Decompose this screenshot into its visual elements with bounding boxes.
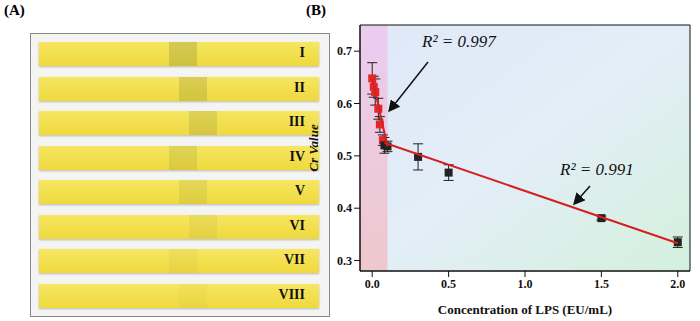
html-text:(B): (B) bbox=[306, 2, 326, 18]
svg-text:1.0: 1.0 bbox=[518, 277, 533, 291]
svg-text:0.5: 0.5 bbox=[441, 277, 456, 291]
svg-text:0.5: 0.5 bbox=[337, 149, 352, 163]
html-text:(A): (A) bbox=[4, 2, 25, 18]
html-text:R² = 0.997: R² = 0.997 bbox=[422, 32, 496, 51]
html-text:IV: IV bbox=[289, 148, 305, 164]
html-text:VI: VI bbox=[289, 217, 305, 233]
svg-text:Cr Value: Cr Value bbox=[306, 124, 321, 172]
svg-text:0.3: 0.3 bbox=[337, 254, 352, 268]
svg-text:2.0: 2.0 bbox=[670, 277, 685, 291]
html-text:III: III bbox=[288, 114, 305, 129]
html-text:VII: VII bbox=[284, 252, 305, 267]
html-text:V: V bbox=[294, 183, 305, 198]
svg-text:0.4: 0.4 bbox=[337, 201, 352, 215]
html-text:VIII: VIII bbox=[278, 286, 305, 302]
html-text:R² = 0.991: R² = 0.991 bbox=[560, 160, 634, 179]
svg-text:0.6: 0.6 bbox=[337, 97, 352, 111]
svg-text:0.0: 0.0 bbox=[365, 277, 380, 291]
html-text:I: I bbox=[299, 45, 305, 60]
html-text:II: II bbox=[294, 79, 305, 95]
svg-text:1.5: 1.5 bbox=[594, 277, 609, 291]
svg-text:Concentration of LPS (EU/mL): Concentration of LPS (EU/mL) bbox=[438, 302, 612, 317]
svg-text:0.7: 0.7 bbox=[337, 44, 352, 58]
